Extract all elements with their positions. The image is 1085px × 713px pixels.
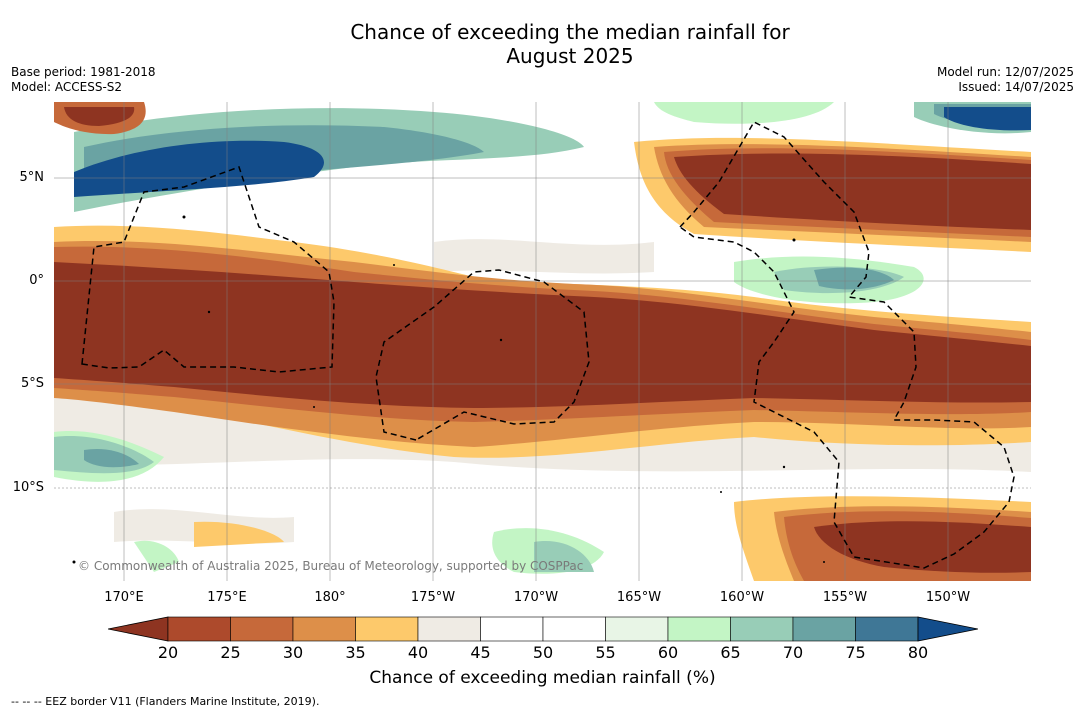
colorbar-segment xyxy=(855,616,919,642)
colorbar-tick-label: 75 xyxy=(845,643,866,662)
run-info: Model run: 12/07/2025 Issued: 14/07/2025 xyxy=(937,65,1074,95)
issued-date: Issued: 14/07/2025 xyxy=(958,80,1074,94)
lat-label-5n: 5°N xyxy=(19,170,45,185)
colorbar-tick-label: 60 xyxy=(657,643,679,662)
lon-label-170w: 170°W xyxy=(513,590,559,605)
colorbar-tick-label: 20 xyxy=(157,643,179,662)
lat-label-5s: 5°S xyxy=(20,376,44,391)
title-line-2: August 2025 xyxy=(506,44,634,68)
colorbar-tick-label: 25 xyxy=(220,643,241,662)
model-name: Model: ACCESS-S2 xyxy=(11,80,123,94)
colorbar-extend-low xyxy=(108,616,169,642)
wet-very-strong-patches xyxy=(74,107,1031,197)
lon-label-170e: 170°E xyxy=(104,590,144,605)
colorbar-segment xyxy=(230,616,294,642)
lat-label-0: 0° xyxy=(29,273,44,288)
lon-label-150w: 150°W xyxy=(925,590,971,605)
colorbar-segment xyxy=(667,616,731,642)
colorbar-segment xyxy=(417,616,481,642)
colorbar xyxy=(108,616,978,642)
lon-label-160w: 160°W xyxy=(719,590,765,605)
colorbar-tick-label: 50 xyxy=(532,643,554,662)
base-period: Base period: 1981-2018 xyxy=(11,65,156,79)
colorbar-tick-label: 45 xyxy=(470,643,491,662)
colorbar-tick-label: 55 xyxy=(595,643,616,662)
map-title: Chance of exceeding the median rainfall … xyxy=(0,20,1085,68)
colorbar-tick-label: 30 xyxy=(282,643,304,662)
lon-label-175w: 175°W xyxy=(410,590,456,605)
model-info: Base period: 1981-2018 Model: ACCESS-S2 xyxy=(11,65,156,95)
colorbar-segment xyxy=(292,616,356,642)
colorbar-extend-high xyxy=(917,616,978,642)
colorbar-tick-label: 65 xyxy=(720,643,741,662)
colorbar-tick-label: 40 xyxy=(407,643,429,662)
lon-label-175e: 175°E xyxy=(207,590,247,605)
lon-label-155w: 155°W xyxy=(822,590,868,605)
colorbar-segment xyxy=(730,616,794,642)
rainfall-map xyxy=(54,102,1031,581)
islands xyxy=(72,215,825,564)
model-run-date: Model run: 12/07/2025 xyxy=(936,65,1074,79)
colorbar-segment xyxy=(355,616,419,642)
colorbar-segment xyxy=(167,616,231,642)
dry-very-strong-band xyxy=(54,107,1031,573)
colorbar-segment xyxy=(792,616,856,642)
colorbar-tick-label: 80 xyxy=(907,643,929,662)
eez-borders xyxy=(81,121,1015,569)
lat-label-10s: 10°S xyxy=(12,480,44,495)
eez-legend-note: -- -- -- EEZ border V11 (Flanders Marine… xyxy=(11,695,320,708)
colorbar-segment xyxy=(542,616,606,642)
colorbar-tick-label: 35 xyxy=(345,643,366,662)
colorbar-label: Chance of exceeding median rainfall (%) xyxy=(369,668,716,688)
colorbar-segment xyxy=(480,616,544,642)
lon-label-165w: 165°W xyxy=(616,590,662,605)
graticule xyxy=(54,102,1031,581)
copyright-notice: © Commonwealth of Australia 2025, Bureau… xyxy=(78,559,584,573)
colorbar-segment xyxy=(605,616,669,642)
title-line-1: Chance of exceeding the median rainfall … xyxy=(350,20,790,44)
colorbar-tick-label: 70 xyxy=(782,643,804,662)
lon-label-180: 180° xyxy=(314,590,346,605)
